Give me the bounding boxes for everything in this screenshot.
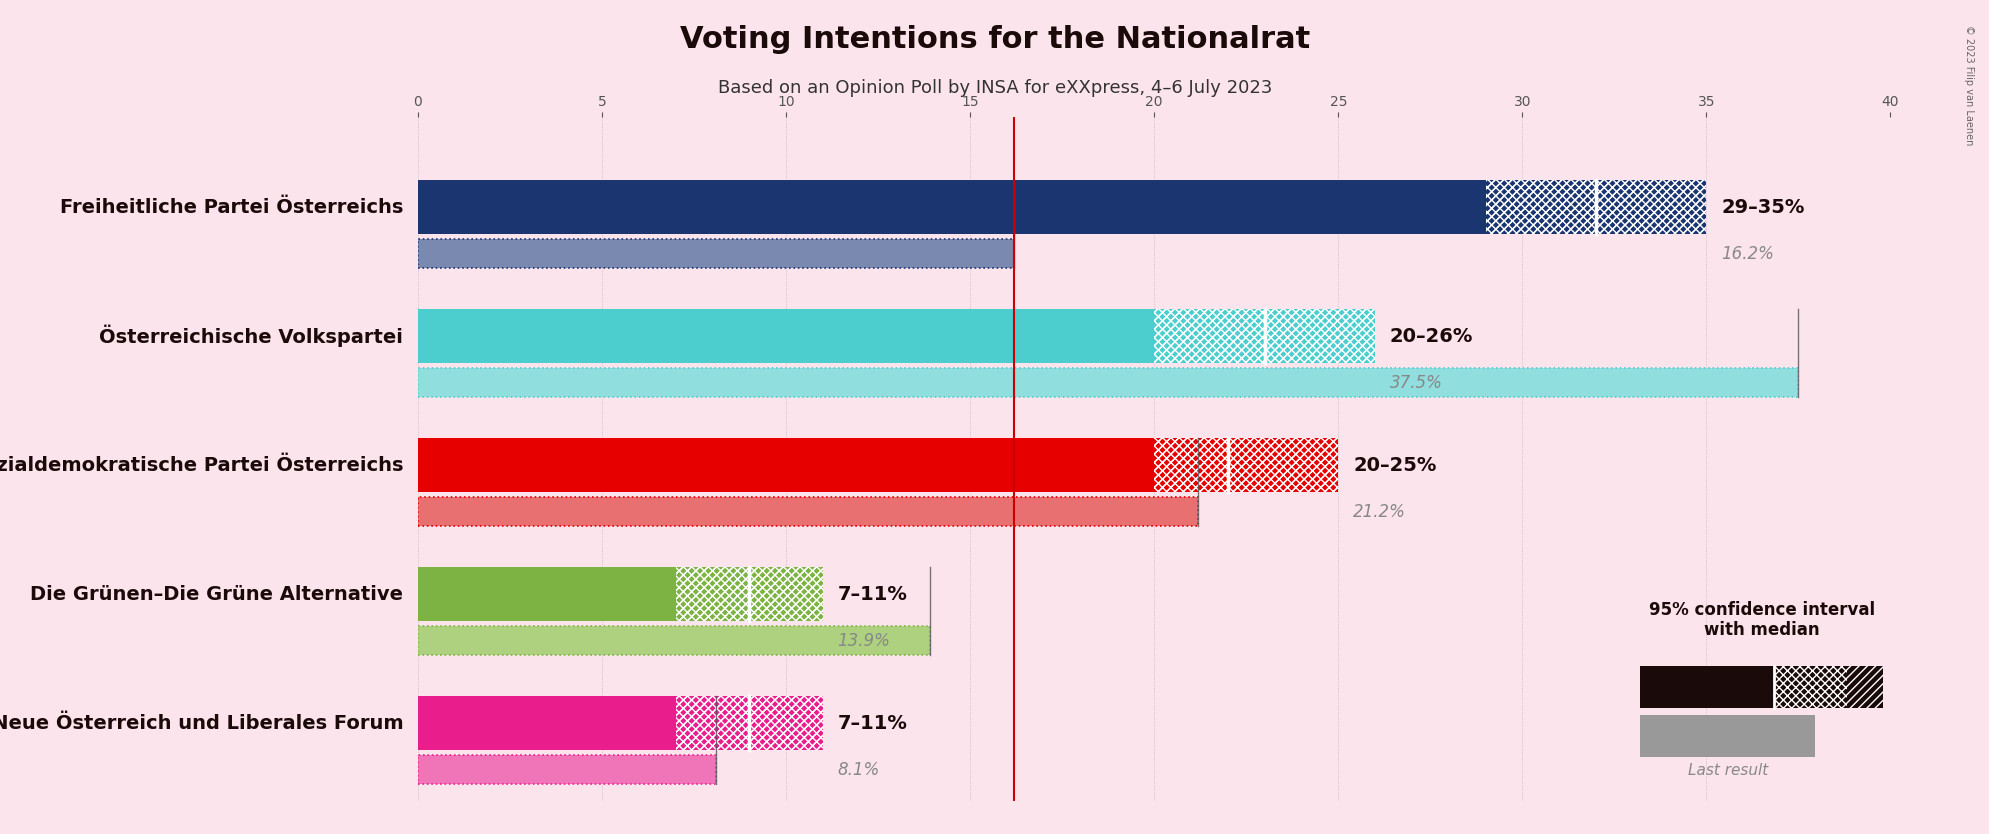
Text: Sozialdemokratische Partei Österreichs: Sozialdemokratische Partei Österreichs (0, 455, 404, 475)
Text: 16.2%: 16.2% (1720, 244, 1772, 263)
Bar (418, 756, 716, 784)
Bar (418, 626, 929, 655)
Bar (418, 497, 1197, 525)
Bar (418, 239, 1014, 268)
Text: © 2023 Filip van Laenen: © 2023 Filip van Laenen (1963, 25, 1973, 145)
Bar (1846, 666, 1882, 708)
Bar (1154, 309, 1374, 364)
Bar (1154, 309, 1374, 364)
Bar (1154, 309, 1374, 364)
Bar (418, 180, 1484, 234)
Bar (418, 369, 1798, 397)
Bar (418, 567, 674, 621)
Bar (1484, 180, 1705, 234)
Text: Die Grünen–Die Grüne Alternative: Die Grünen–Die Grüne Alternative (30, 585, 404, 604)
Text: 8.1%: 8.1% (837, 761, 879, 779)
Bar (418, 626, 929, 655)
Bar (418, 756, 716, 784)
Bar (1154, 438, 1337, 492)
Bar (1154, 438, 1337, 492)
Text: 13.9%: 13.9% (837, 631, 889, 650)
Text: 7–11%: 7–11% (837, 585, 907, 604)
Bar (418, 438, 1154, 492)
Bar (418, 309, 1154, 364)
Bar (1154, 438, 1337, 492)
Bar (1639, 666, 1772, 708)
Bar (1639, 716, 1814, 756)
Text: 20–25%: 20–25% (1353, 455, 1436, 475)
Bar (418, 696, 674, 751)
Text: 29–35%: 29–35% (1720, 198, 1804, 217)
Bar (674, 567, 823, 621)
Text: Based on an Opinion Poll by INSA for eXXpress, 4–6 July 2023: Based on an Opinion Poll by INSA for eXX… (718, 79, 1271, 98)
Bar (1772, 666, 1846, 708)
Text: Freiheitliche Partei Österreichs: Freiheitliche Partei Österreichs (60, 198, 404, 217)
Bar (418, 239, 1014, 268)
Text: NEOS–Das Neue Österreich und Liberales Forum: NEOS–Das Neue Österreich und Liberales F… (0, 714, 404, 733)
Text: 95% confidence interval
with median: 95% confidence interval with median (1647, 600, 1874, 640)
Bar (674, 696, 823, 751)
Bar (418, 239, 1014, 268)
Bar (418, 369, 1798, 397)
Text: 7–11%: 7–11% (837, 714, 907, 733)
Text: 20–26%: 20–26% (1388, 327, 1472, 345)
Bar (418, 369, 1798, 397)
Text: Österreichische Volkspartei: Österreichische Volkspartei (99, 325, 404, 347)
Bar (1484, 180, 1705, 234)
Text: Voting Intentions for the Nationalrat: Voting Intentions for the Nationalrat (680, 25, 1309, 54)
Bar (674, 567, 823, 621)
Bar (674, 696, 823, 751)
Text: 37.5%: 37.5% (1388, 374, 1442, 392)
Bar (418, 756, 716, 784)
Text: 21.2%: 21.2% (1353, 503, 1404, 520)
Bar (1772, 666, 1846, 708)
Bar (418, 626, 929, 655)
Bar (674, 567, 823, 621)
Bar (1484, 180, 1705, 234)
Text: Last result: Last result (1687, 763, 1766, 778)
Bar (674, 696, 823, 751)
Bar (1846, 666, 1882, 708)
Bar (418, 497, 1197, 525)
Bar (418, 497, 1197, 525)
